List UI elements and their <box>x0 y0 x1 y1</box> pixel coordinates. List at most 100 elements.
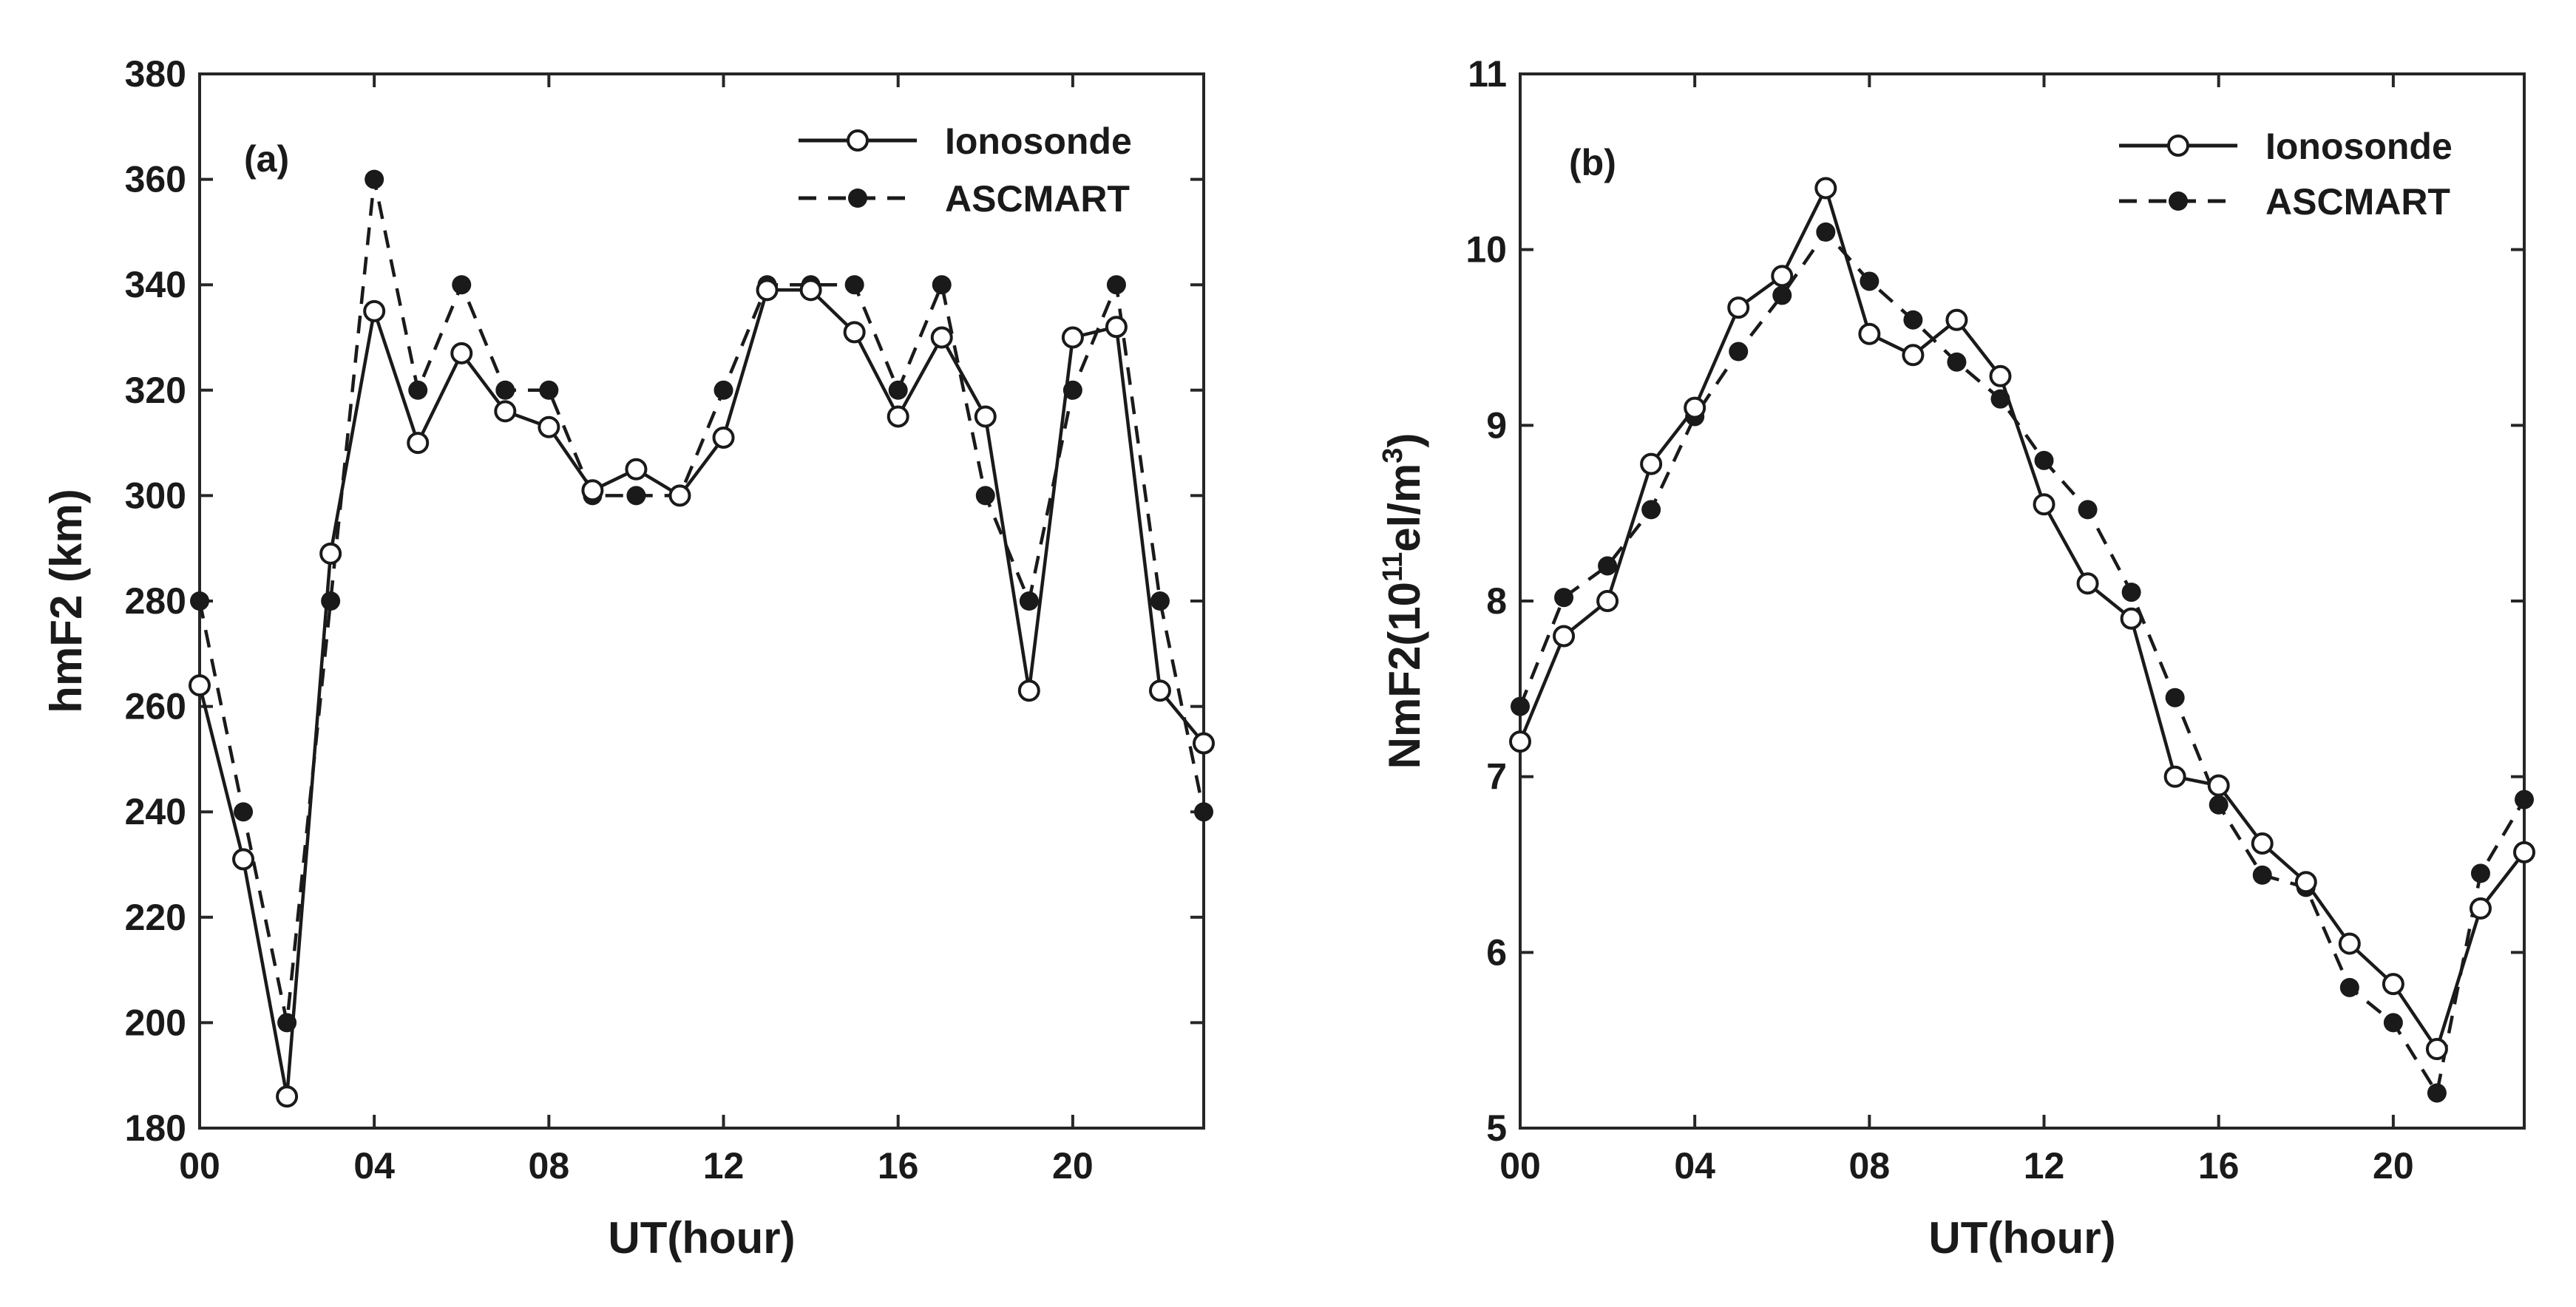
legend-label-ascmart-b: ASCMART <box>2265 181 2450 223</box>
legend-label-ionosonde-a: Ionosonde <box>945 120 1132 162</box>
y-tick-label-a: 360 <box>125 159 186 200</box>
y-axis-label-b-close: ) <box>1380 433 1429 448</box>
data-point-ionosonde-a <box>930 326 953 349</box>
data-point-ionosonde-b <box>1989 364 2012 387</box>
data-point-ionosonde-a <box>189 674 211 697</box>
data-point-ascmart-a <box>539 380 559 400</box>
y-tick-label-b: 5 <box>1486 1107 1507 1149</box>
series-b <box>1509 177 2535 1103</box>
data-point-ionosonde-b <box>1771 265 1794 288</box>
x-tick-label-a: 20 <box>1052 1145 1094 1187</box>
x-tick-label-b: 16 <box>2198 1145 2240 1187</box>
chart-panel-b: 5 6 7 8 9 10 11 00 04 08 12 16 20 (b) UT(hour) NmF2(… <box>1377 53 2535 1263</box>
data-point-ascmart-a <box>626 486 646 506</box>
y-tick-label-a: 260 <box>125 686 186 727</box>
x-tick-label-a: 04 <box>353 1145 395 1187</box>
legend-marker-ionosonde-b <box>2167 135 2189 157</box>
data-point-ascmart-b <box>1641 500 1661 520</box>
data-point-ascmart-b <box>1860 271 1880 291</box>
data-point-ionosonde-a <box>843 321 866 344</box>
data-point-ionosonde-a <box>974 405 997 428</box>
data-point-ionosonde-b <box>2207 774 2230 797</box>
data-point-ascmart-a <box>1019 591 1039 611</box>
data-point-ionosonde-a <box>1148 679 1171 702</box>
data-point-ionosonde-a <box>756 279 779 302</box>
data-point-ionosonde-a <box>887 405 909 428</box>
data-point-ascmart-b <box>2470 863 2490 883</box>
y-tick-label-a: 180 <box>125 1107 186 1149</box>
y-axis-label-b-unit: el/m <box>1380 464 1429 552</box>
data-point-ionosonde-a <box>276 1085 299 1108</box>
data-point-ionosonde-a <box>1061 326 1084 349</box>
data-point-ascmart-b <box>2078 500 2098 520</box>
data-point-ionosonde-a <box>712 426 735 449</box>
x-tick-label-a: 00 <box>179 1145 220 1187</box>
y-tick-label-a: 240 <box>125 791 186 832</box>
legend-label-ascmart-a: ASCMART <box>945 178 1130 220</box>
data-point-ionosonde-b <box>2251 832 2274 855</box>
data-point-ionosonde-b <box>1553 625 1576 648</box>
data-point-ascmart-a <box>234 802 254 822</box>
data-point-ascmart-b <box>1729 342 1749 361</box>
data-point-ionosonde-b <box>1684 396 1706 419</box>
data-point-ionosonde-b <box>2120 607 2143 630</box>
data-point-ascmart-a <box>452 275 472 295</box>
y-tick-label-b: 6 <box>1486 931 1507 973</box>
data-point-ionosonde-a <box>581 479 604 502</box>
data-point-ionosonde-a <box>232 848 255 871</box>
data-point-ionosonde-b <box>1902 344 1925 367</box>
data-point-ascmart-a <box>714 380 733 400</box>
series-line-ionosonde-a <box>197 288 1205 1099</box>
data-point-ionosonde-b <box>2513 841 2535 863</box>
y-tick-label-a: 340 <box>125 264 186 305</box>
data-point-ascmart-a <box>1150 591 1170 611</box>
x-axis-label-a: UT(hour) <box>608 1213 795 1263</box>
ticks-a: 180 200 220 240 260 280 300 320 340 360 380 00 04 08 1… <box>125 53 1204 1187</box>
plot-frame-a <box>198 72 1205 1130</box>
data-point-ascmart-b <box>1947 352 1967 372</box>
data-point-ionosonde-b <box>2076 572 2099 595</box>
panel-label-b: (b) <box>1569 142 1616 183</box>
data-point-ionosonde-a <box>799 279 822 302</box>
data-point-ionosonde-b <box>1509 730 1531 753</box>
data-point-ionosonde-b <box>2294 871 2317 894</box>
data-point-ionosonde-a <box>1017 679 1040 702</box>
data-point-ionosonde-a <box>494 400 517 423</box>
data-point-ionosonde-b <box>1945 308 1968 331</box>
data-point-ionosonde-b <box>2163 765 2186 788</box>
y-tick-label-a: 320 <box>125 370 186 411</box>
x-tick-label-b: 12 <box>2024 1145 2065 1187</box>
data-point-ionosonde-a <box>1193 732 1215 755</box>
data-point-ascmart-a <box>888 380 908 400</box>
y-tick-label-b: 8 <box>1486 580 1507 622</box>
data-point-ionosonde-b <box>2469 897 2492 920</box>
x-axis-label-b: UT(hour) <box>1928 1213 2115 1263</box>
data-point-ascmart-a <box>1106 275 1126 295</box>
data-point-ionosonde-b <box>1640 452 1663 475</box>
data-point-ascmart-a <box>190 591 209 611</box>
x-tick-label-b: 00 <box>1499 1145 1541 1187</box>
data-point-ionosonde-b <box>2033 493 2055 516</box>
y-axis-label-b-unit-exponent: 3 <box>1377 448 1409 464</box>
data-point-ascmart-b <box>1598 556 1618 576</box>
data-point-ascmart-b <box>2515 790 2534 809</box>
x-tick-label-a: 08 <box>529 1145 570 1187</box>
y-tick-label-b: 11 <box>1468 53 1507 95</box>
series-line-ascmart-a <box>197 177 1206 1025</box>
y-axis-label-b-base: NmF2(10 <box>1380 582 1429 769</box>
data-point-ionosonde-a <box>1105 316 1128 339</box>
data-point-ascmart-a <box>365 169 384 189</box>
y-tick-label-a: 200 <box>125 1002 186 1043</box>
data-point-ionosonde-a <box>407 432 430 455</box>
data-point-ionosonde-a <box>538 415 560 438</box>
legend-a: Ionosonde ASCMART <box>799 120 1132 220</box>
data-point-ascmart-b <box>2034 450 2054 470</box>
data-point-ascmart-b <box>2252 865 2272 885</box>
data-point-ionosonde-a <box>668 484 691 507</box>
data-point-ascmart-a <box>495 380 515 400</box>
chart-panel-a: 180 200 220 240 260 280 300 320 340 360 380 00 04 08 1… <box>41 53 1215 1263</box>
data-point-ascmart-b <box>1554 588 1574 608</box>
data-point-ascmart-b <box>2427 1083 2447 1103</box>
y-tick-label-b: 7 <box>1486 756 1507 798</box>
